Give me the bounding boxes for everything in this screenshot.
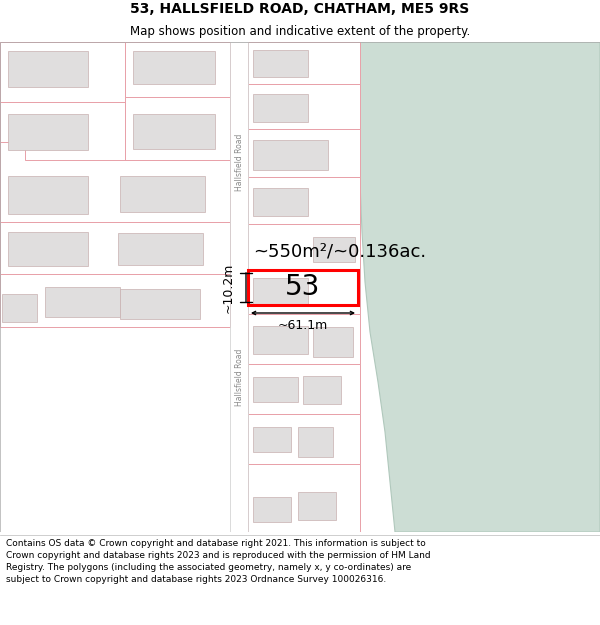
Polygon shape xyxy=(248,224,360,269)
Bar xyxy=(8,114,88,150)
Polygon shape xyxy=(0,222,230,274)
Text: Contains OS data © Crown copyright and database right 2021. This information is : Contains OS data © Crown copyright and d… xyxy=(6,539,431,584)
Polygon shape xyxy=(248,364,360,414)
Text: ~550m²/~0.136ac.: ~550m²/~0.136ac. xyxy=(253,243,426,261)
Polygon shape xyxy=(248,464,360,532)
Bar xyxy=(253,50,308,77)
Bar xyxy=(253,140,328,170)
Polygon shape xyxy=(248,314,360,364)
Bar xyxy=(253,278,308,306)
Bar xyxy=(118,233,203,265)
Bar xyxy=(253,497,291,522)
Bar xyxy=(298,492,336,520)
Bar xyxy=(133,114,215,149)
Bar xyxy=(253,326,308,354)
Polygon shape xyxy=(248,129,360,177)
Bar xyxy=(313,237,355,262)
Polygon shape xyxy=(248,84,360,129)
Polygon shape xyxy=(248,177,360,224)
Text: Map shows position and indicative extent of the property.: Map shows position and indicative extent… xyxy=(130,25,470,38)
Text: ~61.1m: ~61.1m xyxy=(278,319,328,332)
Polygon shape xyxy=(125,42,230,97)
Bar xyxy=(298,427,333,457)
Polygon shape xyxy=(0,102,125,162)
Bar xyxy=(230,42,248,532)
Bar xyxy=(253,188,308,216)
Polygon shape xyxy=(125,97,230,160)
Text: Hallsfield Road: Hallsfield Road xyxy=(235,348,244,406)
Polygon shape xyxy=(0,142,230,222)
Polygon shape xyxy=(248,42,360,84)
Bar xyxy=(253,377,298,402)
Bar xyxy=(2,294,37,322)
Text: 53, HALLSFIELD ROAD, CHATHAM, ME5 9RS: 53, HALLSFIELD ROAD, CHATHAM, ME5 9RS xyxy=(130,2,470,16)
Bar xyxy=(120,289,200,319)
Polygon shape xyxy=(248,269,360,314)
Bar xyxy=(303,376,341,404)
Text: Hallsfield Road: Hallsfield Road xyxy=(235,133,244,191)
Bar xyxy=(313,327,353,357)
Polygon shape xyxy=(0,274,230,327)
Text: ~10.2m: ~10.2m xyxy=(221,262,235,312)
Bar xyxy=(253,94,308,122)
Bar xyxy=(248,270,358,305)
Text: 53: 53 xyxy=(286,274,320,301)
Polygon shape xyxy=(248,414,360,464)
Polygon shape xyxy=(358,42,600,532)
Bar xyxy=(253,427,291,452)
Bar xyxy=(45,287,120,317)
Bar xyxy=(8,51,88,87)
Bar xyxy=(8,176,88,214)
Polygon shape xyxy=(0,42,125,102)
Bar xyxy=(133,51,215,84)
Bar xyxy=(8,232,88,266)
Bar xyxy=(120,176,205,212)
